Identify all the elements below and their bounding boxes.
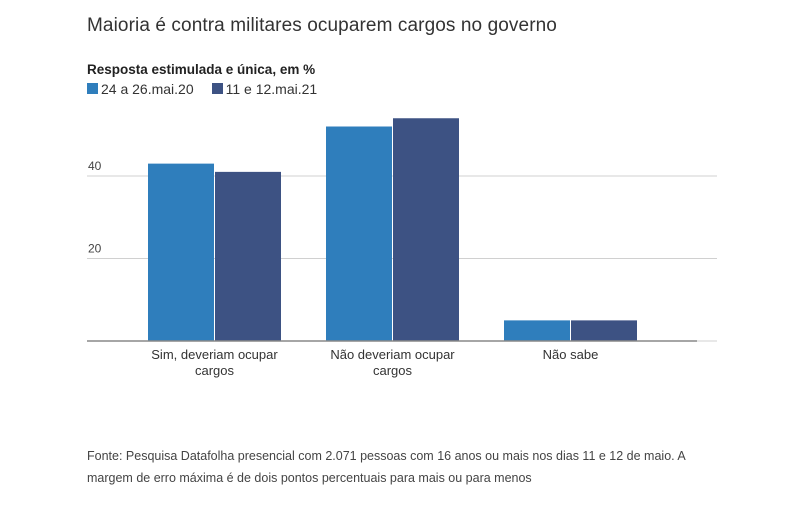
bar-3-series-1 (504, 320, 570, 341)
x-axis-labels: Sim, deveriam ocupar cargos Não deveriam o… (151, 347, 598, 378)
bar-1-series-1 (148, 163, 214, 341)
legend-item-series-1: 24 a 26.mai.20 (87, 81, 194, 97)
legend-swatch-series-2 (211, 82, 223, 94)
x-tick-label: Sim, deveriam ocupar cargos (151, 347, 278, 378)
bar-2-series-1 (326, 126, 392, 341)
bar-3-series-2 (571, 320, 637, 341)
y-tick-label: 20 (88, 242, 102, 256)
x-tick-label: Não sabe (543, 347, 599, 362)
bar-2-series-2 (393, 118, 459, 341)
legend-swatch-series-1 (87, 82, 98, 94)
bars (87, 118, 717, 342)
chart-title: Maioria é contra militares ocuparem carg… (87, 15, 557, 36)
legend-label-series-2: 11 e 12.mai.21 (225, 81, 318, 97)
legend-item-series-2: 11 e 12.mai.21 (211, 81, 318, 97)
source-note: Fonte: Pesquisa Datafolha presencial com… (87, 449, 686, 485)
y-tick-label: 40 (88, 159, 102, 173)
legend-label-series-1: 24 a 26.mai.20 (101, 81, 194, 97)
x-tick-label: Não deveriam ocupar cargos (330, 347, 455, 378)
chart-subtitle: Resposta estimulada e única, em % (87, 62, 316, 77)
bar-1-series-2 (215, 171, 281, 341)
legend: 24 a 26.mai.20 11 e 12.mai.21 (87, 81, 317, 97)
